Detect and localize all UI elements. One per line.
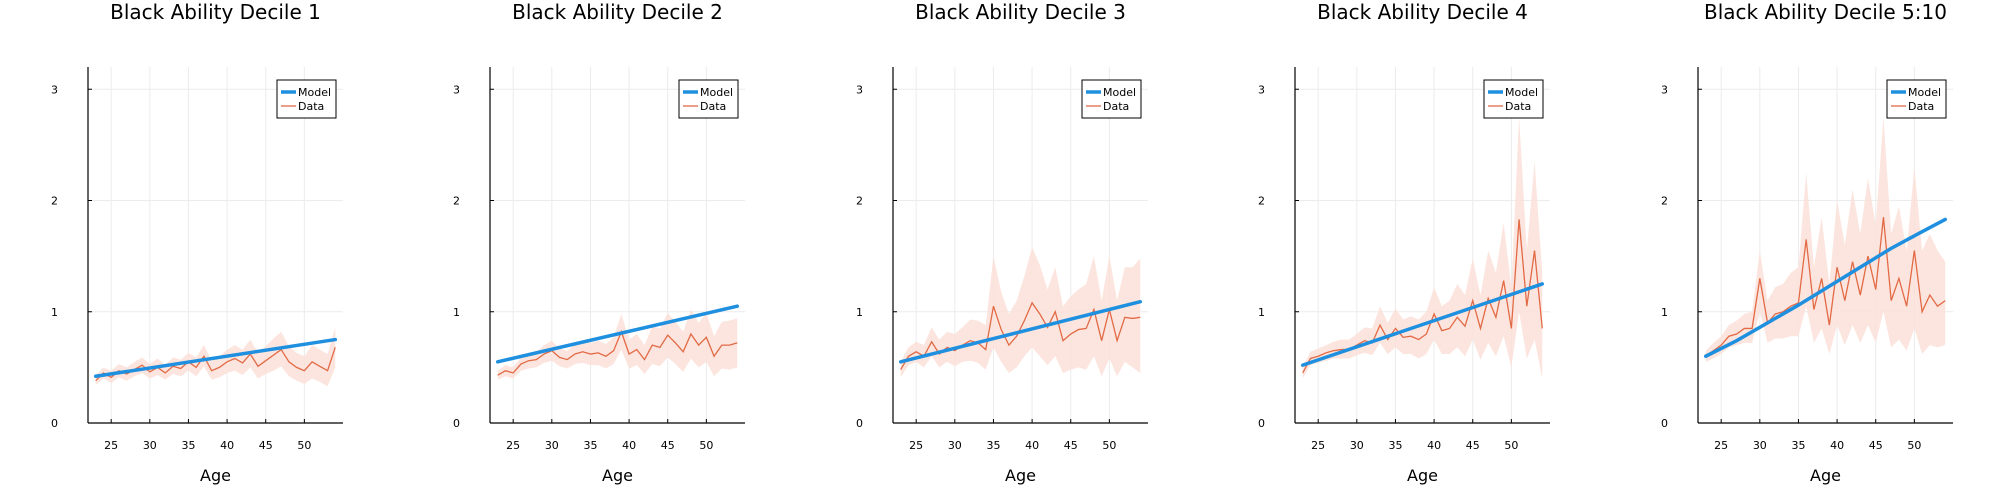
x-tick-label: 25 bbox=[104, 439, 118, 452]
model-series-line bbox=[495, 304, 740, 364]
y-tick-label: 2 bbox=[856, 195, 863, 208]
x-tick-label: 35 bbox=[1791, 439, 1805, 452]
chart-title: Black Ability Decile 5:10 bbox=[1704, 0, 1947, 24]
x-tick-label: 35 bbox=[1388, 439, 1402, 452]
x-tick-label: 40 bbox=[1025, 439, 1039, 452]
x-tick-label: 40 bbox=[220, 439, 234, 452]
legend-label-model: Model bbox=[298, 86, 331, 99]
x-tick-label: 25 bbox=[506, 439, 520, 452]
y-tick-label: 3 bbox=[1258, 83, 1265, 96]
chart-title: Black Ability Decile 2 bbox=[512, 0, 723, 24]
data-confidence-band bbox=[1302, 117, 1543, 379]
legend-box bbox=[1886, 79, 1947, 119]
y-tick-label: 0 bbox=[856, 417, 863, 430]
x-tick-label: 50 bbox=[699, 439, 713, 452]
model-series-line bbox=[1703, 217, 1948, 358]
y-tick-label: 0 bbox=[1661, 417, 1668, 430]
model-series-line bbox=[93, 337, 338, 379]
x-tick-label: 50 bbox=[1504, 439, 1518, 452]
x-tick-label: 45 bbox=[1869, 439, 1883, 452]
data-series-line bbox=[1705, 217, 1946, 357]
legend-label-data: Data bbox=[700, 100, 726, 113]
x-tick-label: 30 bbox=[1350, 439, 1364, 452]
data-confidence-band bbox=[900, 247, 1141, 378]
legend-box bbox=[678, 79, 739, 119]
y-tick-label: 0 bbox=[51, 417, 58, 430]
legend-label-data: Data bbox=[298, 100, 324, 113]
x-tick-label: 25 bbox=[1311, 439, 1325, 452]
legend-box bbox=[276, 79, 337, 119]
chart-panel-4: Black Ability Decile 4 25 30 35 40 45 50 0 1 2 3 Ag… bbox=[1258, 0, 1550, 485]
y-tick-label: 2 bbox=[1661, 195, 1668, 208]
data-confidence-band bbox=[1705, 117, 1946, 362]
x-tick-label: 40 bbox=[1830, 439, 1844, 452]
x-axis-label: Age bbox=[1407, 466, 1438, 485]
x-tick-label: 30 bbox=[545, 439, 559, 452]
model-series-line bbox=[1300, 282, 1545, 367]
legend-box bbox=[1081, 79, 1142, 119]
x-axis-label: Age bbox=[200, 466, 231, 485]
x-axis-label: Age bbox=[1005, 466, 1036, 485]
x-tick-label: 50 bbox=[1102, 439, 1116, 452]
y-tick-label: 3 bbox=[51, 83, 58, 96]
chart-panel-5: Black Ability Decile 5:10 25 30 35 40 45 50 0 1 2… bbox=[1661, 0, 1953, 485]
x-tick-label: 25 bbox=[909, 439, 923, 452]
y-tick-label: 0 bbox=[1258, 417, 1265, 430]
y-tick-label: 1 bbox=[1661, 306, 1668, 319]
y-tick-label: 2 bbox=[51, 195, 58, 208]
chart-panel-2: Black Ability Decile 2 25 30 35 40 45 50 0 1 2 3 Ag… bbox=[453, 0, 745, 485]
x-tick-label: 50 bbox=[297, 439, 311, 452]
data-series-line bbox=[497, 329, 738, 376]
x-tick-label: 40 bbox=[1427, 439, 1441, 452]
x-tick-label: 50 bbox=[1907, 439, 1921, 452]
y-tick-label: 0 bbox=[453, 417, 460, 430]
x-tick-label: 35 bbox=[181, 439, 195, 452]
x-tick-label: 45 bbox=[661, 439, 675, 452]
x-tick-label: 45 bbox=[1466, 439, 1480, 452]
legend-label-model: Model bbox=[1505, 86, 1538, 99]
legend-label-model: Model bbox=[1103, 86, 1136, 99]
y-tick-label: 3 bbox=[856, 83, 863, 96]
chart-panel-1: Black Ability Decile 1 25 30 35 40 45 50 0 1 2 3 Ag… bbox=[51, 0, 343, 485]
data-series-line bbox=[1302, 219, 1543, 374]
chart-title: Black Ability Decile 1 bbox=[110, 0, 321, 24]
x-tick-label: 30 bbox=[1753, 439, 1767, 452]
y-tick-label: 3 bbox=[453, 83, 460, 96]
data-confidence-band bbox=[497, 309, 738, 380]
x-axis-label: Age bbox=[1810, 466, 1841, 485]
x-tick-label: 30 bbox=[143, 439, 157, 452]
x-tick-label: 45 bbox=[1064, 439, 1078, 452]
x-tick-label: 30 bbox=[948, 439, 962, 452]
legend-label-data: Data bbox=[1103, 100, 1129, 113]
x-tick-label: 25 bbox=[1714, 439, 1728, 452]
x-tick-label: 35 bbox=[583, 439, 597, 452]
data-confidence-band bbox=[95, 327, 336, 387]
y-tick-label: 1 bbox=[856, 306, 863, 319]
y-tick-label: 1 bbox=[453, 306, 460, 319]
x-tick-label: 40 bbox=[622, 439, 636, 452]
model-series-line bbox=[898, 299, 1143, 364]
legend-label-model: Model bbox=[1908, 86, 1941, 99]
x-tick-label: 35 bbox=[986, 439, 1000, 452]
y-tick-label: 2 bbox=[1258, 195, 1265, 208]
y-tick-label: 1 bbox=[51, 306, 58, 319]
legend-box bbox=[1483, 79, 1544, 119]
chart-title: Black Ability Decile 3 bbox=[915, 0, 1126, 24]
x-tick-label: 45 bbox=[259, 439, 273, 452]
chart-panel-3: Black Ability Decile 3 25 30 35 40 45 50 0 1 2 3 Ag… bbox=[856, 0, 1148, 485]
chart-title: Black Ability Decile 4 bbox=[1317, 0, 1528, 24]
y-tick-label: 3 bbox=[1661, 83, 1668, 96]
y-tick-label: 2 bbox=[453, 195, 460, 208]
legend-label-data: Data bbox=[1908, 100, 1934, 113]
y-tick-label: 1 bbox=[1258, 306, 1265, 319]
legend-label-model: Model bbox=[700, 86, 733, 99]
legend-label-data: Data bbox=[1505, 100, 1531, 113]
x-axis-label: Age bbox=[602, 466, 633, 485]
